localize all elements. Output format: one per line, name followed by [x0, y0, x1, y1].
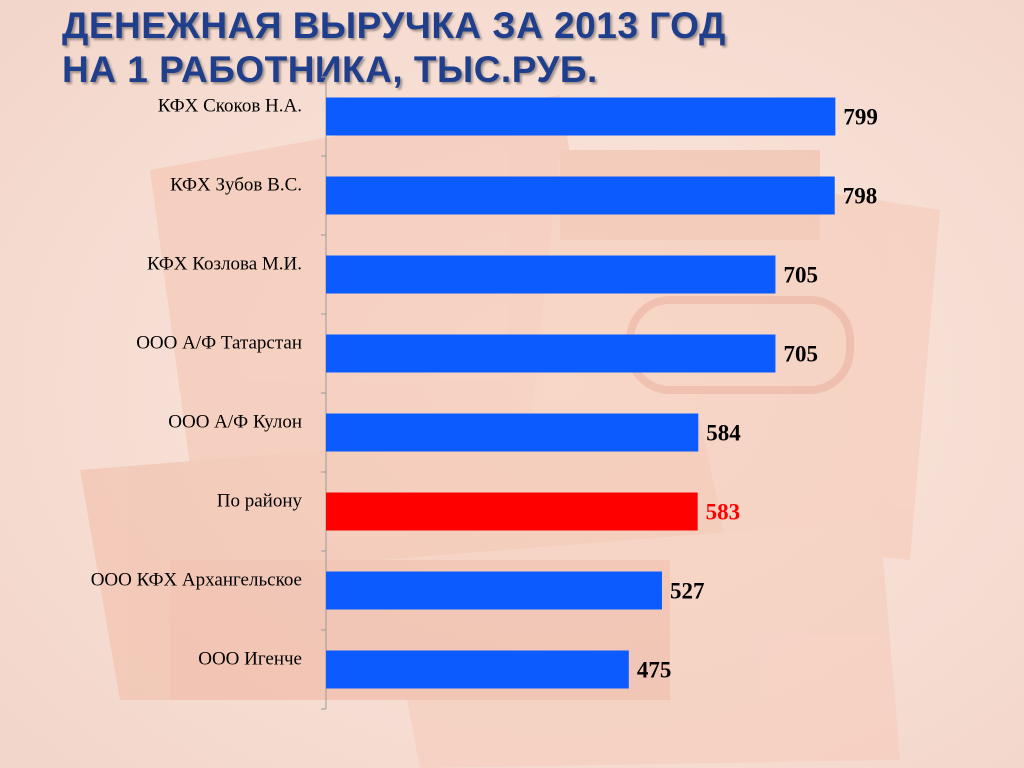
data-label: 705	[783, 263, 818, 288]
chart-title-line-2: НА 1 РАБОТНИКА, ТЫС.РУБ.	[62, 49, 598, 90]
data-label: 475	[637, 658, 672, 683]
data-label: 705	[783, 342, 818, 367]
category-label: ООО КФХ Архангельское	[91, 570, 302, 591]
category-label: КФХ Зубов В.С.	[170, 175, 302, 196]
category-label: ООО А/Ф Кулон	[168, 412, 302, 433]
category-label: КФХ Скоков Н.А.	[158, 96, 302, 117]
bar	[326, 413, 699, 452]
bar	[326, 255, 776, 294]
data-label: 527	[670, 579, 705, 604]
data-label: 584	[706, 421, 741, 446]
category-label: КФХ Козлова М.И.	[147, 254, 302, 275]
bar	[326, 571, 662, 610]
bar	[326, 492, 698, 531]
category-label: ООО А/Ф Татарстан	[136, 333, 302, 354]
bar	[326, 334, 776, 373]
bar	[326, 176, 835, 215]
category-label: ООО Игенче	[198, 649, 302, 670]
chart-title-line-1: ДЕНЕЖНАЯ ВЫРУЧКА ЗА 2013 ГОД	[62, 5, 726, 46]
category-label: По району	[217, 491, 303, 512]
chart-title: ДЕНЕЖНАЯ ВЫРУЧКА ЗА 2013 ГОД НА 1 РАБОТН…	[62, 4, 822, 92]
data-label: 583	[706, 500, 741, 525]
data-label: 799	[843, 105, 878, 130]
bar	[326, 97, 836, 136]
data-label: 798	[843, 184, 878, 209]
bar	[326, 650, 629, 689]
